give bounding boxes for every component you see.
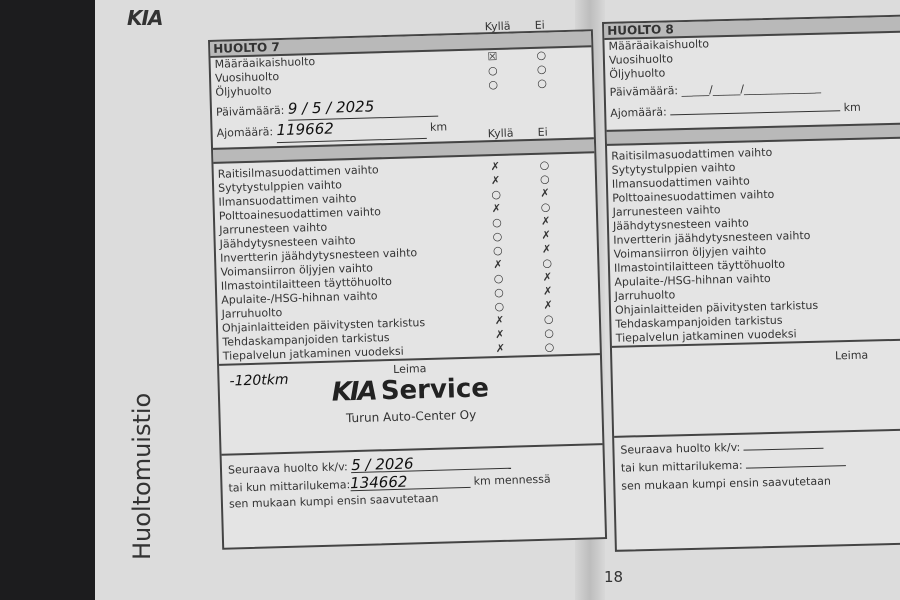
yes-checkbox[interactable]: ○ (492, 229, 503, 244)
page-number: 18 (604, 568, 624, 586)
service-item-label: Jarruhuolto (614, 288, 676, 303)
no-checkbox[interactable]: ✗ (542, 270, 553, 284)
service-7-title: HUOLTO 7 (213, 40, 280, 56)
service-type-label: Öljyhuolto (215, 84, 272, 99)
yes-checkbox[interactable]: ○ (493, 271, 504, 286)
yes-column-label: Kyllä (487, 126, 514, 141)
yes-checkbox[interactable]: ○ (492, 215, 502, 230)
yes-checkbox[interactable]: ✗ (491, 201, 502, 216)
no-checkbox[interactable]: ✗ (541, 242, 552, 256)
mileage-label: Ajomäärä: (610, 105, 667, 120)
whichever-note: sen mukaan kumpi ensin saavutetaan (621, 474, 832, 493)
service-item-label: Jarruhuolto (221, 306, 283, 321)
kia-logo: KIA (127, 6, 163, 30)
odometer-label: tai kun mittarilukema: (620, 458, 743, 475)
mileage-label: Ajomäärä: (216, 125, 274, 140)
no-checkbox[interactable]: ○ (542, 256, 553, 270)
yes-checkbox[interactable]: ✗ (490, 159, 501, 174)
mileage-field[interactable] (670, 110, 841, 116)
yes-column-label: Kyllä (484, 19, 511, 34)
yes-checkbox[interactable]: ○ (488, 77, 499, 92)
no-checkbox[interactable]: ○ (539, 158, 550, 172)
service-8-form: HUOLTO 8 Määräaikaishuolto Vuosihuolto Ölj… (602, 14, 900, 552)
service-type-label: Öljyhuolto (609, 66, 666, 81)
service-type-label: Vuosihuolto (608, 52, 674, 67)
km-unit: km (843, 100, 861, 115)
yes-checkbox[interactable]: ○ (487, 63, 498, 78)
no-checkbox[interactable]: ○ (543, 312, 554, 326)
yes-checkbox[interactable]: ✗ (494, 313, 505, 328)
date-label: Päivämäärä: (215, 103, 285, 119)
yes-checkbox[interactable]: ☒ (487, 49, 498, 64)
yes-checkbox[interactable]: ✗ (493, 257, 503, 272)
mileage-value[interactable]: 119662 (276, 113, 427, 144)
yes-checkbox[interactable]: ○ (493, 285, 504, 300)
next-service-label: Seuraava huolto kk/v: (227, 460, 348, 477)
no-checkbox[interactable]: ✗ (542, 284, 553, 298)
no-column-label: Ei (537, 125, 548, 139)
km-by-label: km mennessä (473, 472, 551, 488)
service-item-label: Jarrunesteen vaihto (612, 203, 721, 219)
no-checkbox[interactable]: ✗ (541, 214, 551, 228)
km-unit: km (429, 120, 448, 134)
date-field[interactable]: _____/_____/______________ (681, 80, 822, 98)
yes-checkbox[interactable]: ○ (492, 243, 503, 258)
next-service-label: Seuraava huolto kk/v: (620, 440, 741, 457)
yes-checkbox[interactable]: ✗ (495, 327, 505, 342)
yes-checkbox[interactable]: ✗ (495, 341, 506, 356)
yes-checkbox[interactable]: ○ (491, 187, 502, 202)
yes-checkbox[interactable]: ○ (494, 299, 505, 314)
no-checkbox[interactable]: ○ (544, 326, 555, 340)
stamp-kia-logo: KIA (331, 376, 377, 408)
no-checkbox[interactable]: ○ (540, 200, 551, 214)
no-column-label: Ei (534, 18, 545, 32)
next-service-section: Seuraava huolto kk/v: tai kun mittariluk… (614, 428, 900, 500)
stamp-area: Leima (611, 338, 900, 436)
no-checkbox[interactable]: ✗ (541, 228, 551, 242)
service-type-label: Määräaikaishuolto (608, 37, 710, 53)
next-service-section: Seuraava huolto kk/v: 5 / 2026 tai kun m… (221, 443, 605, 518)
no-checkbox[interactable]: ✗ (540, 186, 550, 200)
next-service-date[interactable]: 5 / 2026 (351, 453, 512, 474)
yes-checkbox[interactable]: ✗ (490, 173, 501, 188)
date-label: Päivämäärä: (609, 84, 679, 99)
service-8-title: HUOLTO 8 (607, 22, 674, 38)
service-7-form: HUOLTO 7 Kyllä Ei Määräaikaishuolto ☒ ○ Vuo… (208, 19, 608, 550)
next-service-mileage[interactable] (746, 465, 847, 469)
no-checkbox[interactable]: ✗ (543, 298, 553, 312)
next-service-mileage[interactable]: 134662 (350, 473, 471, 492)
no-checkbox[interactable]: ○ (544, 340, 555, 354)
no-checkbox[interactable]: ○ (537, 76, 548, 90)
service-type-label: Vuosihuolto (214, 70, 280, 85)
no-checkbox[interactable]: ○ (536, 48, 547, 62)
next-service-date[interactable] (743, 447, 824, 451)
stamp-area: Leima -120tkm KIA Service Turun Auto-Cen… (219, 353, 603, 454)
no-checkbox[interactable]: ○ (536, 62, 547, 76)
stamp-label: Leima (834, 348, 869, 363)
side-title: Huoltomuistio (128, 392, 156, 560)
no-checkbox[interactable]: ○ (539, 172, 550, 186)
odometer-label: tai kun mittarilukema: (228, 478, 351, 495)
stamp-brand: Service (380, 373, 490, 407)
handwritten-note: -120tkm (229, 371, 289, 390)
